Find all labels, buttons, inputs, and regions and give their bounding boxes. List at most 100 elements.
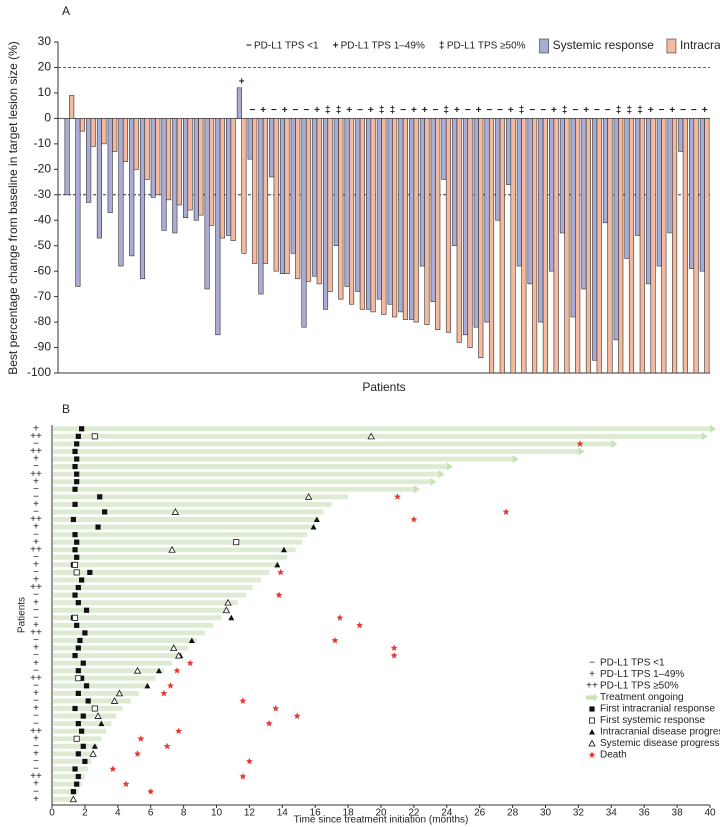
bar xyxy=(592,118,598,361)
treatment-bar xyxy=(53,743,99,749)
pdl1-label: ‡ xyxy=(390,105,396,116)
pdl1-label: − xyxy=(293,105,299,116)
event-marker xyxy=(72,501,78,507)
ongoing-arrow xyxy=(578,447,585,456)
legend-symbol: ++ xyxy=(586,681,598,692)
y-tick-label: 10 xyxy=(38,85,52,99)
ongoing-arrow xyxy=(701,432,708,441)
treatment-bar xyxy=(53,456,513,462)
event-marker xyxy=(72,766,78,772)
bar xyxy=(236,87,242,119)
pdl1-label: − xyxy=(33,439,39,450)
treatment-bar xyxy=(53,796,76,802)
event-marker xyxy=(115,689,124,697)
event-marker xyxy=(175,727,183,735)
treatment-bar xyxy=(53,426,710,432)
pdl1-label: + xyxy=(583,105,589,116)
event-marker xyxy=(137,735,145,742)
event-marker xyxy=(390,652,398,659)
y-tick-label: -70 xyxy=(34,289,52,303)
pdl1-label: + xyxy=(282,105,288,116)
event-marker xyxy=(274,561,281,568)
event-marker xyxy=(89,750,97,757)
bar xyxy=(96,118,102,239)
legend-arrow xyxy=(586,693,598,702)
event-marker xyxy=(74,471,80,477)
treatment-bar xyxy=(53,789,79,795)
pdl1-label: ++ xyxy=(30,446,42,457)
bar xyxy=(176,118,182,206)
bar xyxy=(456,118,462,343)
treatment-bar xyxy=(53,600,238,606)
event-marker xyxy=(133,666,142,674)
event-marker xyxy=(73,735,80,742)
event-marker xyxy=(80,713,86,719)
pdl1-label: + xyxy=(260,105,266,116)
event-marker xyxy=(75,773,81,780)
treatment-bar xyxy=(53,464,447,469)
pdl1-label: + xyxy=(454,105,460,116)
ongoing-arrow xyxy=(413,485,420,494)
bar xyxy=(359,118,365,310)
bar xyxy=(639,118,645,374)
pdl1-label: + xyxy=(33,643,39,654)
treatment-bar xyxy=(53,759,92,764)
pdl1-label: + xyxy=(33,560,39,571)
bar xyxy=(495,118,501,221)
bar xyxy=(165,118,172,201)
x-tick-label: 10 xyxy=(211,808,223,819)
y-tick-label: -30 xyxy=(34,187,52,201)
treatment-bar xyxy=(53,570,270,575)
bar xyxy=(90,118,96,147)
pdl1-label: − xyxy=(529,105,535,116)
legend-label: Systemic response xyxy=(553,38,655,52)
event-marker xyxy=(74,539,80,545)
bar xyxy=(478,118,484,359)
bar xyxy=(661,118,667,374)
pdl1-label: − xyxy=(303,105,309,116)
treatment-bar xyxy=(53,706,123,711)
bar xyxy=(381,118,387,315)
event-marker xyxy=(72,652,78,659)
treatment-bar xyxy=(53,615,222,621)
legend-label: PD-L1 TPS ≥50% xyxy=(447,41,526,52)
bar xyxy=(618,118,624,374)
pdl1-label: − xyxy=(357,105,363,116)
bar xyxy=(645,118,652,285)
bar xyxy=(441,118,447,180)
bar xyxy=(542,118,548,374)
treatment-bar xyxy=(53,547,296,553)
pdl1-label: ‡ xyxy=(637,105,643,116)
treatment-bar xyxy=(53,517,319,522)
pdl1-label: − xyxy=(33,484,39,495)
event-marker xyxy=(73,569,80,576)
bar xyxy=(172,118,178,234)
pdl1-label: ++ xyxy=(30,431,42,442)
bar xyxy=(226,118,232,236)
event-marker xyxy=(134,750,141,757)
event-marker xyxy=(72,705,78,712)
event-marker xyxy=(246,757,253,765)
pdl1-label: − xyxy=(33,764,39,775)
x-tick-label: 14 xyxy=(277,808,289,819)
treatment-bar xyxy=(53,471,439,477)
event-marker xyxy=(186,659,194,667)
event-marker xyxy=(85,698,91,704)
bar xyxy=(398,118,404,313)
event-marker xyxy=(72,448,78,455)
treatment-bar xyxy=(53,668,164,674)
event-marker xyxy=(304,492,313,500)
pdl1-label: − xyxy=(33,461,39,472)
panel-b-label: B xyxy=(62,402,70,416)
bar xyxy=(430,118,436,303)
ongoing-arrow xyxy=(430,477,437,486)
event-marker xyxy=(589,729,595,735)
treatment-bar xyxy=(53,539,303,545)
y-tick-label: -50 xyxy=(34,238,52,252)
y-tick-label: -10 xyxy=(34,136,52,150)
ongoing-arrow xyxy=(512,454,519,464)
bar xyxy=(155,118,161,196)
y-tick-label: -90 xyxy=(34,340,52,354)
event-marker xyxy=(280,546,287,553)
bar xyxy=(499,118,505,374)
